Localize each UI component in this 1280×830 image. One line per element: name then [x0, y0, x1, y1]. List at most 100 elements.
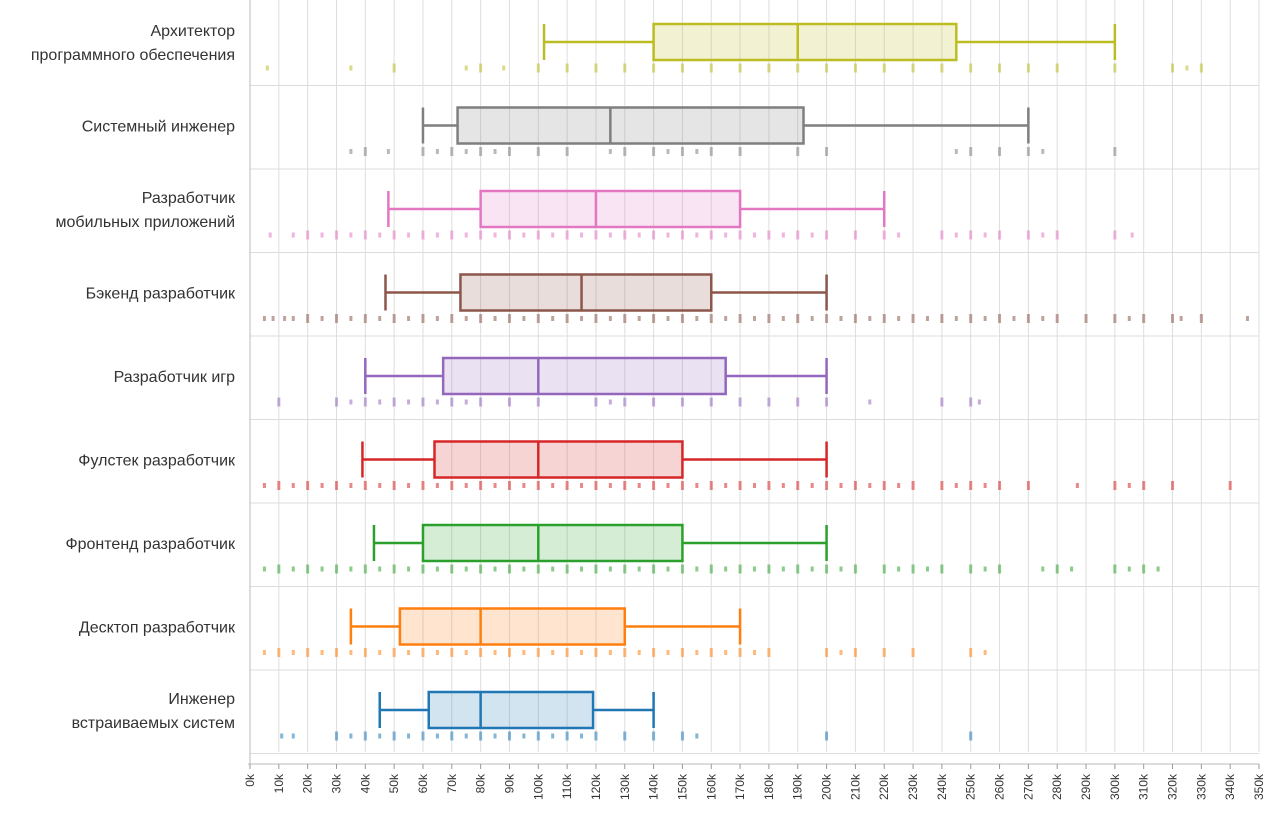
data-point [810, 483, 814, 488]
iqr-box [427, 690, 595, 730]
data-point [464, 316, 468, 321]
data-point [940, 314, 944, 323]
data-point [652, 731, 656, 741]
data-point [825, 147, 829, 156]
data-point [493, 232, 497, 238]
category-label: Фулстек разработчик [78, 453, 236, 470]
data-point [853, 230, 857, 240]
data-point [392, 63, 396, 73]
data-point [594, 230, 598, 240]
data-point [283, 316, 287, 321]
data-point [1041, 232, 1045, 238]
data-point [277, 564, 281, 574]
data-point [536, 147, 540, 156]
data-point [435, 316, 439, 321]
x-tick-label: 90k [502, 773, 516, 793]
data-point [378, 650, 382, 655]
data-point [551, 483, 555, 488]
data-point [623, 314, 627, 323]
x-tick-label: 350k [1252, 773, 1266, 800]
data-point [464, 733, 468, 739]
data-point [882, 314, 886, 323]
data-point [565, 314, 569, 323]
data-point [623, 63, 627, 73]
data-point [334, 731, 338, 741]
data-point [637, 232, 641, 238]
data-point [363, 648, 367, 657]
data-point [1245, 316, 1249, 321]
data-point [551, 650, 555, 655]
data-point [320, 650, 324, 655]
data-point [291, 483, 295, 488]
data-point [306, 230, 310, 240]
data-point [594, 648, 598, 657]
data-point [652, 648, 656, 657]
x-tick-label: 240k [935, 773, 949, 800]
data-point [522, 483, 526, 488]
data-point [969, 648, 973, 657]
data-point [709, 230, 713, 240]
data-point [839, 316, 843, 321]
data-point [796, 314, 800, 323]
data-point [637, 650, 641, 655]
data-point [536, 564, 540, 574]
x-tick-label: 30k [329, 773, 343, 793]
x-tick-label: 290k [1079, 773, 1093, 800]
data-point [767, 63, 771, 73]
x-tick-label: 60k [416, 773, 430, 793]
data-point [435, 483, 439, 488]
data-point [291, 232, 295, 238]
data-point [652, 397, 656, 407]
data-point [1026, 230, 1030, 240]
data-point [479, 481, 483, 490]
data-point [479, 230, 483, 240]
data-point [825, 731, 829, 741]
data-point [666, 316, 670, 321]
data-point [435, 149, 439, 154]
data-point [781, 483, 785, 488]
iqr-box [456, 106, 805, 145]
data-point [507, 564, 511, 574]
data-point [1026, 481, 1030, 490]
data-point [1142, 314, 1146, 323]
data-point [796, 147, 800, 156]
data-point [738, 564, 742, 574]
x-tick-label: 190k [791, 773, 805, 800]
x-tick-label: 280k [1050, 773, 1064, 800]
data-point [1055, 314, 1059, 323]
data-point [464, 399, 468, 405]
x-tick-label: 110k [560, 773, 574, 799]
data-point [464, 65, 468, 71]
iqr-box [441, 356, 727, 396]
data-point [868, 399, 872, 405]
data-point [1113, 63, 1117, 73]
data-point [695, 566, 699, 572]
data-point [479, 314, 483, 323]
data-point [349, 399, 353, 405]
data-point [291, 733, 295, 739]
data-point [421, 564, 425, 574]
data-point [551, 733, 555, 739]
data-point [565, 230, 569, 240]
data-point [291, 316, 295, 321]
data-point [464, 232, 468, 238]
data-point [349, 650, 353, 655]
x-tick-label: 70k [445, 773, 459, 793]
data-point [680, 731, 684, 741]
data-point [1026, 147, 1030, 156]
data-point [378, 316, 382, 321]
data-point [522, 232, 526, 238]
data-point [392, 564, 396, 574]
data-point [608, 566, 612, 572]
data-point [969, 147, 973, 156]
data-point [565, 63, 569, 73]
data-point [421, 648, 425, 657]
data-point [507, 397, 511, 407]
data-point [536, 731, 540, 741]
data-point [363, 230, 367, 240]
data-point [753, 483, 756, 488]
x-tick-label: 100k [531, 773, 545, 800]
data-point [709, 63, 713, 73]
data-point [392, 648, 396, 657]
data-point [998, 314, 1002, 323]
